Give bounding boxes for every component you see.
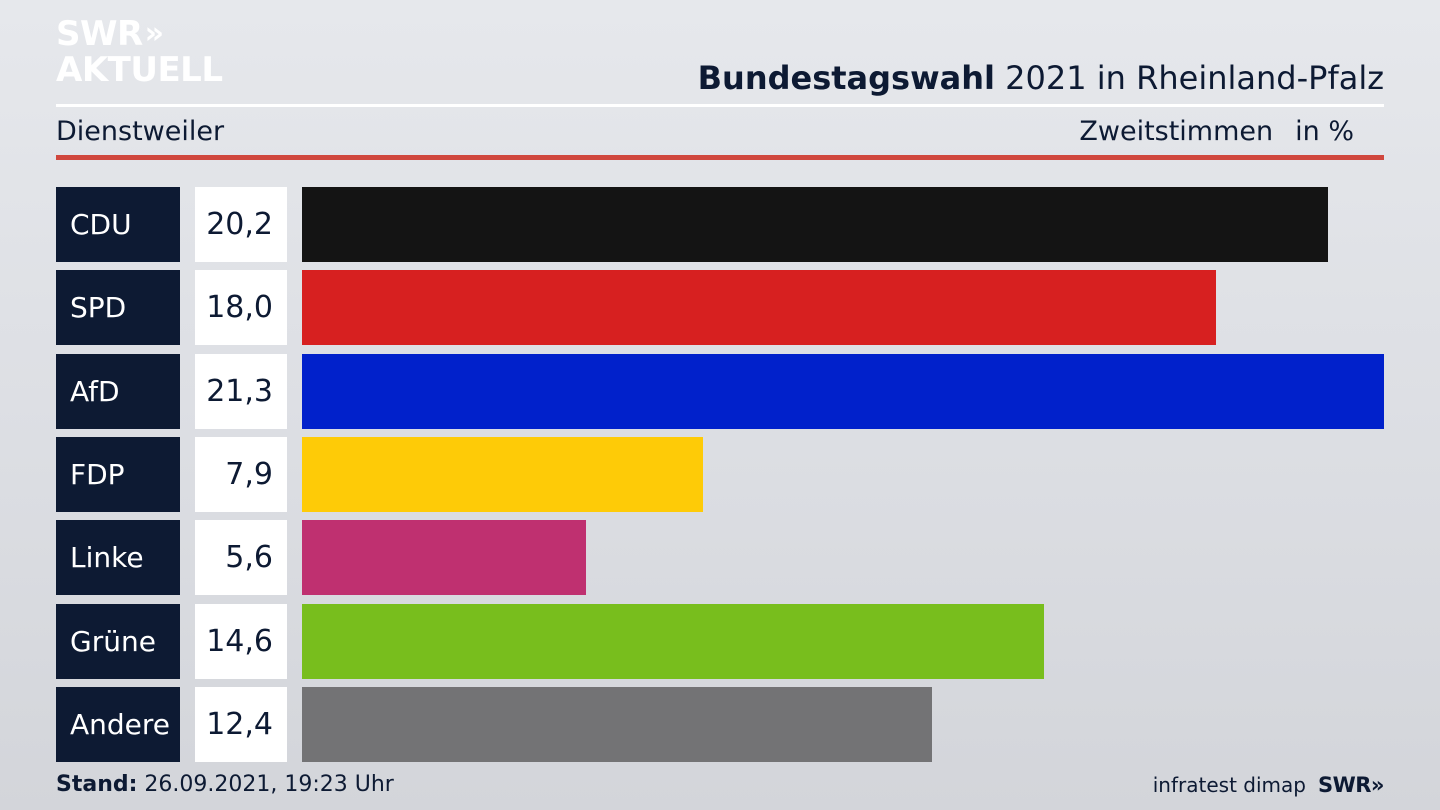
value-label: 21,3	[195, 353, 287, 429]
bar	[302, 270, 1217, 346]
bar	[302, 187, 1329, 262]
timestamp: Stand: 26.09.2021, 19:23 Uhr	[56, 772, 394, 798]
party-label: AfD	[56, 353, 180, 429]
bar-row: Linke 5,6	[56, 520, 1384, 596]
title-bold: Bundestagswahl	[697, 59, 995, 97]
swr-brand-logo: SWR»	[1317, 772, 1385, 798]
value-label: 7,9	[195, 436, 287, 512]
value-label: 14,6	[195, 603, 287, 679]
party-label: CDU	[56, 187, 180, 262]
bar	[302, 603, 1044, 679]
accent-divider	[56, 155, 1384, 160]
measure-text: Zweitstimmen	[1079, 116, 1274, 147]
bar-row: SPD 18,0	[56, 270, 1384, 346]
value-label: 18,0	[195, 270, 287, 346]
brand-text: SWR	[1317, 773, 1371, 797]
party-label: FDP	[56, 436, 180, 512]
bar	[302, 353, 1384, 429]
bar	[302, 686, 932, 762]
party-label: Andere	[56, 686, 180, 762]
logo-line1: SWR	[56, 14, 143, 54]
measure-label: Zweitstimmen in %	[1079, 116, 1354, 148]
unit-text: in %	[1295, 116, 1354, 147]
bar-row: Andere 12,4	[56, 686, 1384, 762]
source-text: infratest dimap	[1152, 773, 1306, 797]
swr-aktuell-logo: SWR» AKTUELL	[56, 16, 223, 88]
title-rest: 2021 in Rheinland-Pfalz	[995, 59, 1384, 97]
bar-row: CDU 20,2	[56, 187, 1384, 262]
source-credit: infratest dimap SWR»	[1152, 772, 1385, 798]
party-label: Grüne	[56, 603, 180, 679]
chevron-right-icon: »	[1370, 773, 1385, 797]
bar-row: AfD 21,3	[56, 353, 1384, 429]
bar	[302, 520, 587, 596]
logo-line2: AKTUELL	[56, 50, 223, 90]
value-label: 20,2	[195, 187, 287, 262]
location-label: Dienstweiler	[56, 116, 225, 147]
value-label: 5,6	[195, 520, 287, 596]
party-label: Linke	[56, 520, 180, 596]
bar	[302, 436, 704, 512]
chevron-right-icon: »	[144, 16, 165, 51]
bar-row: Grüne 14,6	[56, 603, 1384, 679]
value-label: 12,4	[195, 686, 287, 762]
header-divider	[56, 104, 1384, 107]
bar-row: FDP 7,9	[56, 436, 1384, 512]
stand-label: Stand:	[56, 772, 138, 797]
stand-value: 26.09.2021, 19:23 Uhr	[137, 772, 394, 797]
party-label: SPD	[56, 270, 180, 346]
page-title: Bundestagswahl 2021 in Rheinland-Pfalz	[698, 58, 1384, 98]
